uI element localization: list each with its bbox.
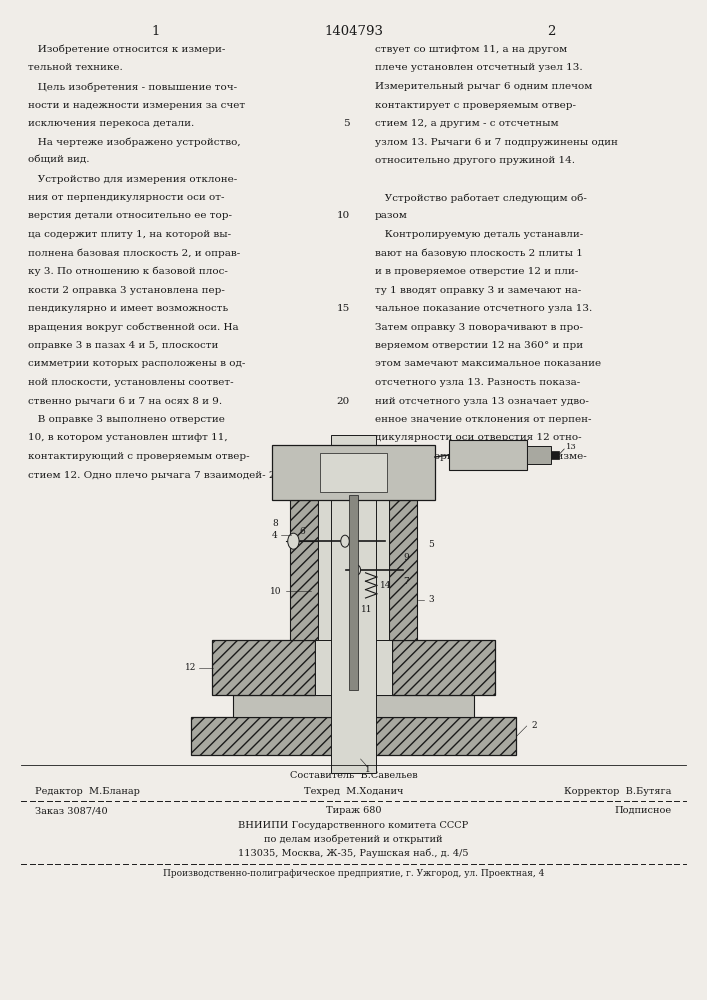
Bar	[527, 446, 551, 464]
Text: веряемом отверстии 12 на 360° и при: веряемом отверстии 12 на 360° и при	[375, 341, 583, 350]
Text: чальное показание отсчетного узла 13.: чальное показание отсчетного узла 13.	[375, 304, 592, 313]
Polygon shape	[212, 640, 315, 695]
Text: 10, в котором установлен штифт 11,: 10, в котором установлен штифт 11,	[28, 434, 228, 442]
Text: Изобретение относится к измери-: Изобретение относится к измери-	[28, 45, 226, 54]
Text: Измерительный рычаг 6 одним плечом: Измерительный рычаг 6 одним плечом	[375, 82, 592, 91]
Polygon shape	[336, 755, 371, 773]
Polygon shape	[315, 640, 392, 695]
Text: 1: 1	[151, 25, 160, 38]
Text: общий вид.: общий вид.	[28, 156, 90, 165]
Polygon shape	[233, 695, 474, 717]
Text: кости 2 оправка 3 установлена пер-: кости 2 оправка 3 установлена пер-	[28, 286, 225, 295]
Text: Заказ 3087/40: Заказ 3087/40	[35, 806, 108, 815]
Text: 1: 1	[365, 766, 370, 774]
Text: стием 12, а другим - с отсчетным: стием 12, а другим - с отсчетным	[375, 119, 559, 128]
Text: 2: 2	[531, 722, 537, 730]
Text: вращения вокруг собственной оси. На: вращения вокруг собственной оси. На	[28, 322, 239, 332]
Text: Затем оправку 3 поворачивают в про-: Затем оправку 3 поворачивают в про-	[375, 322, 583, 332]
Text: Техред  М.Ходанич: Техред М.Ходанич	[304, 787, 403, 796]
Text: 113035, Москва, Ж-35, Раушская наб., д. 4/5: 113035, Москва, Ж-35, Раушская наб., д. …	[238, 849, 469, 858]
Text: Цель изобретения - повышение точ-: Цель изобретения - повышение точ-	[28, 82, 238, 92]
Text: исключения перекоса детали.: исключения перекоса детали.	[28, 119, 194, 128]
Text: Подписное: Подписное	[614, 806, 672, 815]
Text: 4: 4	[271, 530, 277, 540]
Text: 13: 13	[566, 443, 576, 451]
Text: ной плоскости, установлены соответ-: ной плоскости, установлены соответ-	[28, 378, 234, 387]
Text: Корректор  В.Бутяга: Корректор В.Бутяга	[564, 787, 672, 796]
Text: ственно рычаги 6 и 7 на осях 8 и 9.: ственно рычаги 6 и 7 на осях 8 и 9.	[28, 397, 223, 406]
Text: 5: 5	[344, 119, 350, 128]
Text: вают на базовую плоскость 2 плиты 1: вают на базовую плоскость 2 плиты 1	[375, 248, 583, 258]
Text: этом замечают максимальное показание: этом замечают максимальное показание	[375, 360, 601, 368]
Text: ния от перпендикулярности оси от-: ния от перпендикулярности оси от-	[28, 193, 225, 202]
Text: 10: 10	[337, 212, 350, 221]
Text: по делам изобретений и открытий: по делам изобретений и открытий	[264, 835, 443, 844]
Polygon shape	[320, 453, 387, 492]
Text: 3: 3	[428, 596, 434, 604]
Bar	[551, 451, 559, 459]
Text: 20: 20	[337, 397, 350, 406]
Polygon shape	[272, 445, 435, 500]
Text: рения.: рения.	[375, 471, 411, 480]
Text: Редактор  М.Бланар: Редактор М.Бланар	[35, 787, 140, 796]
Polygon shape	[389, 500, 417, 640]
Text: тельной технике.: тельной технике.	[28, 64, 123, 73]
Text: контактирует с проверяемым отвер-: контактирует с проверяемым отвер-	[375, 101, 575, 109]
Text: верстия детали относительно ее тор-: верстия детали относительно ее тор-	[28, 212, 233, 221]
Text: ку 3. По отношению к базовой плос-: ку 3. По отношению к базовой плос-	[28, 267, 228, 276]
Text: 2: 2	[547, 25, 556, 38]
Text: На чертеже изображено устройство,: На чертеже изображено устройство,	[28, 138, 241, 147]
Polygon shape	[318, 500, 389, 640]
Text: ВНИИПИ Государственного комитета СССР: ВНИИПИ Государственного комитета СССР	[238, 821, 469, 830]
Text: ности и надежности измерения за счет: ности и надежности измерения за счет	[28, 101, 245, 109]
Circle shape	[354, 565, 361, 575]
Text: ту 1 вводят оправку 3 и замечают на-: ту 1 вводят оправку 3 и замечают на-	[375, 286, 581, 295]
Bar	[449, 440, 527, 470]
Text: 11: 11	[361, 605, 372, 614]
Text: Контролируемую деталь устанавли-: Контролируемую деталь устанавли-	[375, 230, 583, 239]
Text: контактирующий с проверяемым отвер-: контактирующий с проверяемым отвер-	[28, 452, 250, 461]
Text: Составитель  В.Савельев: Составитель В.Савельев	[290, 771, 417, 780]
Text: 1404793: 1404793	[324, 25, 383, 38]
Text: енное значение отклонения от перпен-: енное значение отклонения от перпен-	[375, 415, 591, 424]
Text: отсчетного узла 13. Разность показа-: отсчетного узла 13. Разность показа-	[375, 378, 580, 387]
Text: Устройство работает следующим об-: Устройство работает следующим об-	[375, 193, 587, 203]
Text: 25: 25	[337, 471, 350, 480]
Polygon shape	[349, 495, 358, 690]
Text: 8: 8	[273, 519, 279, 528]
Text: Устройство для измерения отклоне-: Устройство для измерения отклоне-	[28, 175, 238, 184]
Text: 7: 7	[404, 578, 409, 586]
Text: Производственно-полиграфическое предприятие, г. Ужгород, ул. Проектная, 4: Производственно-полиграфическое предприя…	[163, 869, 544, 878]
Text: стием 12. Одно плечо рычага 7 взаимодей- 25: стием 12. Одно плечо рычага 7 взаимодей-…	[28, 471, 282, 480]
Polygon shape	[392, 640, 495, 695]
Text: 6: 6	[300, 527, 305, 536]
Text: 12: 12	[185, 663, 197, 672]
Text: 15: 15	[337, 304, 350, 313]
Text: 10: 10	[270, 586, 281, 595]
Polygon shape	[290, 500, 318, 640]
Text: ствует со штифтом 11, а на другом: ствует со штифтом 11, а на другом	[375, 45, 567, 54]
Text: пендикулярно и имеет возможность: пендикулярно и имеет возможность	[28, 304, 228, 313]
Polygon shape	[191, 717, 516, 755]
Polygon shape	[331, 435, 376, 773]
Text: полнена базовая плоскость 2, и оправ-: полнена базовая плоскость 2, и оправ-	[28, 248, 240, 258]
Text: дикулярности оси отверстия 12 отно-: дикулярности оси отверстия 12 отно-	[375, 434, 581, 442]
Text: узлом 13. Рычаги 6 и 7 подпружинены один: узлом 13. Рычаги 6 и 7 подпружинены один	[375, 138, 618, 147]
Text: плече установлен отсчетный узел 13.: плече установлен отсчетный узел 13.	[375, 64, 583, 73]
Text: сительно торца детали на длине изме-: сительно торца детали на длине изме-	[375, 452, 587, 461]
Text: оправке 3 в пазах 4 и 5, плоскости: оправке 3 в пазах 4 и 5, плоскости	[28, 341, 218, 350]
Text: разом: разом	[375, 212, 407, 221]
Text: 9: 9	[404, 554, 409, 562]
Text: и в проверяемое отверстие 12 и пли-: и в проверяемое отверстие 12 и пли-	[375, 267, 578, 276]
Text: относительно другого пружиной 14.: относительно другого пружиной 14.	[375, 156, 575, 165]
Text: Тираж 680: Тираж 680	[326, 806, 381, 815]
Text: 14: 14	[380, 581, 391, 590]
Circle shape	[288, 533, 299, 549]
Text: 5: 5	[428, 540, 434, 549]
Text: ца содержит плиту 1, на которой вы-: ца содержит плиту 1, на которой вы-	[28, 230, 231, 239]
Text: В оправке 3 выполнено отверстие: В оправке 3 выполнено отверстие	[28, 415, 225, 424]
Text: ний отсчетного узла 13 означает удво-: ний отсчетного узла 13 означает удво-	[375, 397, 589, 406]
Circle shape	[341, 535, 349, 547]
Text: симметрии которых расположены в од-: симметрии которых расположены в од-	[28, 360, 245, 368]
